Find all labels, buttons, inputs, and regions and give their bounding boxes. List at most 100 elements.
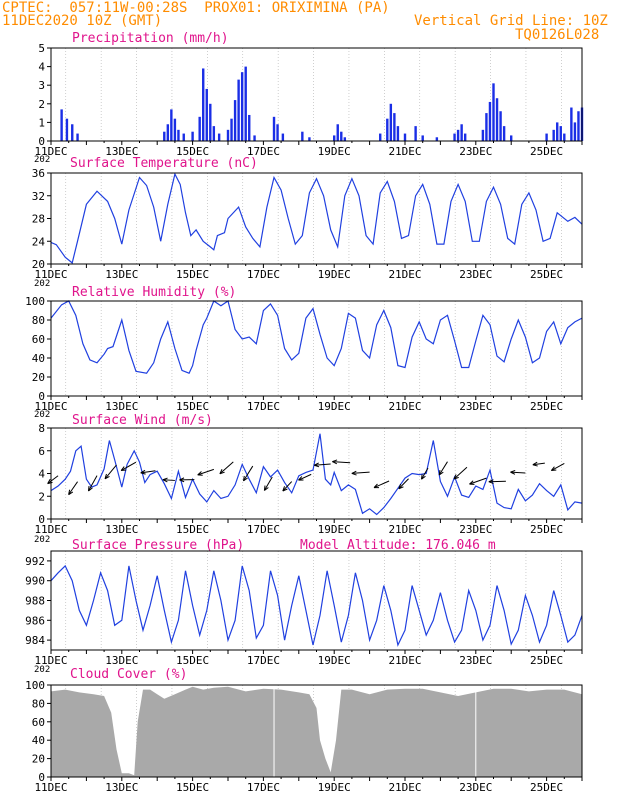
x-tick-label: 13DEC (105, 400, 138, 413)
x-tick-label: 19DEC (318, 523, 351, 536)
precip-bar (336, 124, 339, 141)
x-tick-label: 11DEC (34, 523, 67, 536)
y-tick-label: 4 (38, 468, 45, 481)
wind-arrow-head (332, 459, 338, 465)
x-tick-label: 17DEC (247, 268, 280, 281)
year-stub: 202 (34, 410, 50, 420)
precip-bar (488, 101, 492, 141)
wind-arrow-head (510, 469, 516, 475)
wind-arrow-head (68, 489, 74, 496)
precip-bar (343, 137, 347, 141)
panel-frame (50, 300, 583, 397)
y-tick-label: 0 (38, 771, 45, 784)
wind-arrow (104, 464, 117, 480)
station-title: CPTEC: 057:11W-00:28S PROX01: ORIXIMINA … (2, 0, 390, 16)
x-tick-label: 11DEC (34, 781, 67, 794)
y-tick-label: 2 (38, 490, 45, 503)
precip-bar (340, 131, 343, 141)
x-tick-label: 25DEC (530, 654, 563, 667)
precip-bar (573, 122, 577, 141)
chart-header: CPTEC: 057:11W-00:28S PROX01: ORIXIMINA … (0, 0, 618, 48)
precip-bar (499, 111, 502, 141)
precip-bar (163, 131, 166, 141)
y-tick-label: 28 (32, 213, 45, 226)
y-tick-label: 990 (25, 575, 45, 588)
model-altitude-label: Model Altitude: 176.046 m (300, 538, 496, 553)
y-tick-label: 4 (38, 61, 45, 74)
year-stub: 202 (34, 279, 50, 289)
wind-arrow (351, 471, 370, 474)
y-tick-label: 986 (25, 614, 45, 627)
x-tick-label: 23DEC (459, 781, 492, 794)
x-tick-label: 21DEC (388, 145, 421, 158)
wind-arrow-head (219, 469, 225, 475)
wind-arrow-head (179, 477, 185, 483)
precip-bar (456, 129, 460, 141)
x-tick-label: 15DEC (176, 781, 209, 794)
panel-frame (50, 172, 583, 265)
y-tick-label: 0 (38, 513, 45, 526)
x-tick-label: 11DEC (34, 400, 67, 413)
panel-2: Surface Temperature (nC) 20 24 28 32 36 11DEC 1… (32, 156, 583, 289)
precip-bar (460, 124, 463, 141)
y-tick-label: 100 (25, 679, 45, 692)
panel-4: Surface Wind (m/s) 0 2 4 6 8 11DEC 13DEC 15DEC 17… (34, 413, 583, 545)
precip-bar (556, 122, 559, 141)
wind-arrow-head (263, 485, 269, 491)
x-tick-label: 17DEC (247, 523, 280, 536)
wind-arrow-head (197, 471, 203, 476)
precip-bar (166, 124, 170, 141)
panel-title: Surface Temperature (nC) (70, 156, 258, 171)
x-tick-label: 23DEC (459, 654, 492, 667)
wind-arrow (162, 479, 175, 481)
precip-bar (502, 126, 506, 141)
y-tick-label: 992 (25, 555, 45, 568)
precip-bar (276, 124, 279, 141)
wind-arrow-head (242, 475, 248, 482)
precip-bar (485, 113, 488, 141)
x-tick-label: 21DEC (388, 654, 421, 667)
year-stub: 202 (34, 535, 50, 545)
x-tick-label: 25DEC (530, 781, 563, 794)
x-tick-label: 17DEC (247, 400, 280, 413)
y-tick-label: 988 (25, 595, 45, 608)
x-tick-label: 23DEC (459, 268, 492, 281)
y-tick-label: 60 (32, 716, 45, 729)
precip-bar (396, 126, 400, 141)
x-tick-label: 11DEC (34, 145, 67, 158)
wind-arrow-head (488, 479, 494, 485)
wind-arrow-head (298, 476, 304, 481)
x-tick-label: 19DEC (318, 268, 351, 281)
panel-title: Surface Pressure (hPa) (72, 538, 244, 553)
precip-bar (226, 129, 230, 141)
model-id: TQ0126L028 (515, 27, 600, 43)
x-tick-label: 19DEC (318, 654, 351, 667)
x-tick-label: 19DEC (318, 781, 351, 794)
x-tick-label: 15DEC (176, 268, 209, 281)
precip-bar (244, 66, 247, 141)
y-tick-label: 40 (32, 734, 45, 747)
wind-arrow (68, 481, 78, 495)
wind-arrow (298, 473, 312, 481)
precip-bar (510, 135, 513, 141)
x-tick-label: 13DEC (105, 781, 138, 794)
panel-frame (50, 550, 583, 651)
y-tick-label: 60 (32, 333, 45, 346)
y-tick-label: 0 (38, 390, 45, 403)
wind-arrow (282, 481, 293, 492)
precip-bar (173, 118, 177, 141)
precip-bar (237, 79, 240, 141)
precip-bar (435, 137, 439, 141)
x-tick-label: 25DEC (530, 145, 563, 158)
x-tick-label: 15DEC (176, 654, 209, 667)
precip-bar (379, 133, 382, 141)
precip-bar (421, 135, 424, 141)
wind-arrow (438, 461, 448, 476)
panel-6: Cloud Cover (%) 0 20 40 60 80 100 11DEC 13DEC 15D… (25, 667, 583, 794)
panel-3: Relative Humidity (%) 0 20 40 60 80 100 11DEC 13… (25, 285, 583, 420)
y-tick-label: 100 (25, 295, 45, 308)
precip-bar (65, 118, 69, 141)
precip-bar (71, 124, 74, 141)
y-tick-label: 1 (38, 116, 45, 129)
precip-bar (182, 133, 185, 141)
